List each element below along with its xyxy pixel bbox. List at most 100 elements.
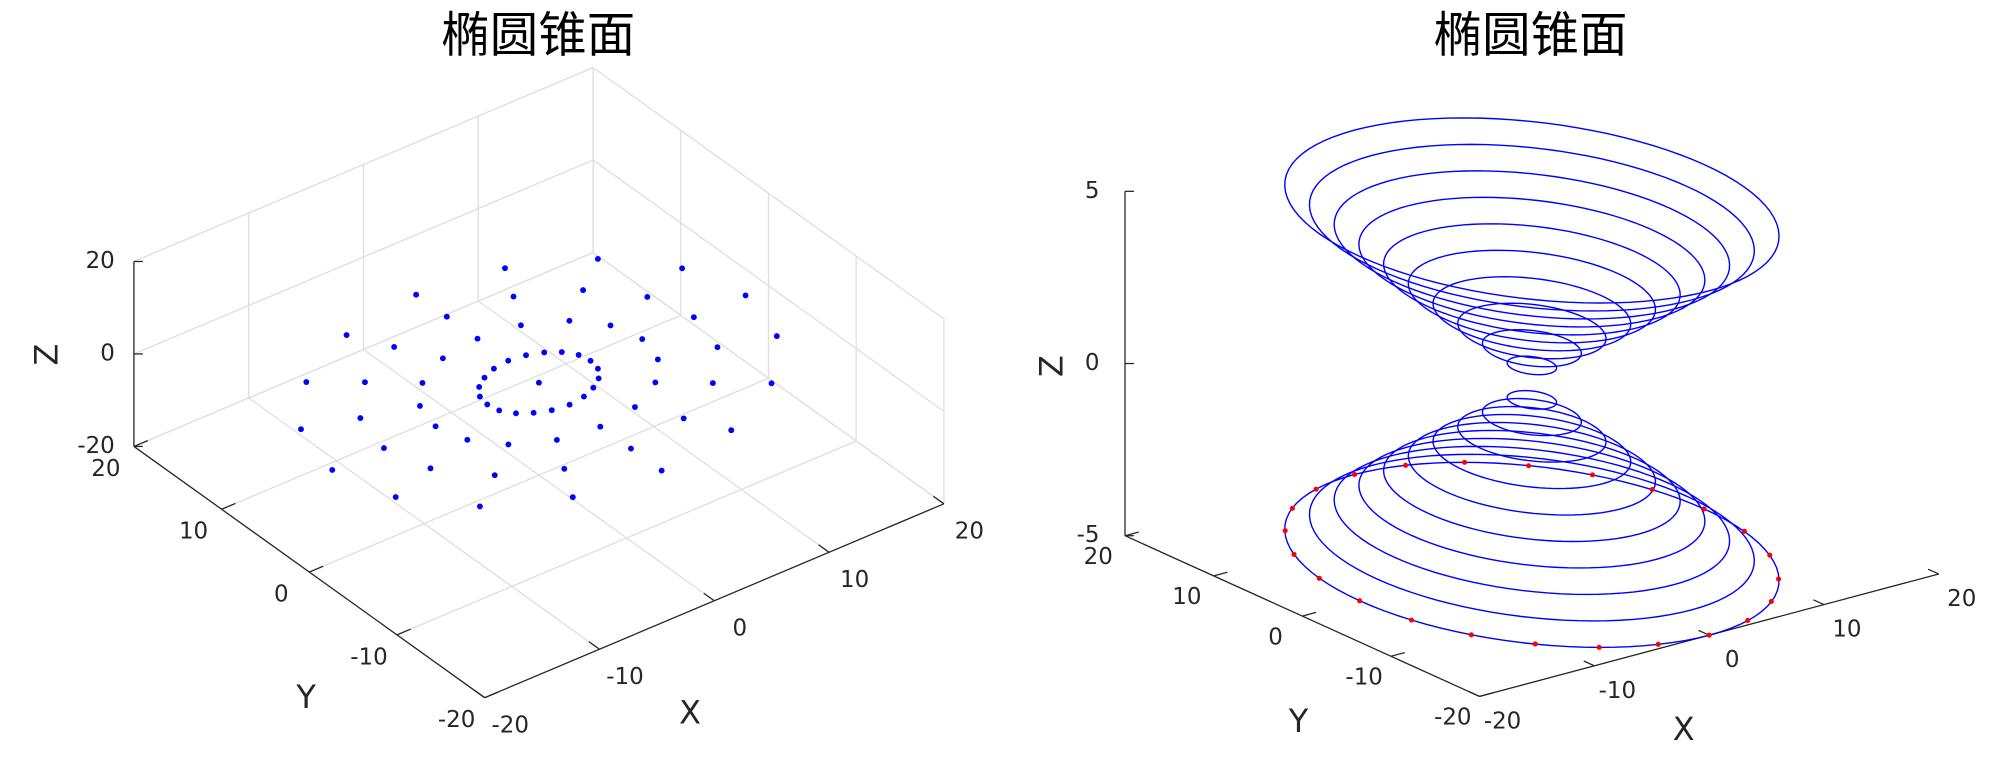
y-tick-label: 0 xyxy=(274,582,289,608)
marker-point xyxy=(1767,552,1773,558)
grid-line xyxy=(221,314,682,510)
data-point xyxy=(523,352,529,359)
y-tick-label: 20 xyxy=(1084,544,1113,570)
data-point xyxy=(768,380,775,387)
marker-point xyxy=(1589,472,1596,478)
cone-ring xyxy=(1358,196,1706,328)
data-point xyxy=(594,255,601,262)
data-point xyxy=(491,472,498,479)
cone-ring xyxy=(1432,276,1632,352)
figure-content: -20-1001020-20-1001020-20020椭圆锥面XYZ-20-1… xyxy=(27,7,1976,748)
marker-point xyxy=(1768,598,1774,604)
y-axis-line xyxy=(1124,535,1480,698)
data-point xyxy=(474,335,481,342)
data-point xyxy=(413,291,420,298)
data-point xyxy=(329,466,336,473)
y-tick-label: 0 xyxy=(1268,624,1283,650)
y-tick-label: -10 xyxy=(1345,664,1382,690)
data-point xyxy=(427,465,434,472)
x-tick-label: 0 xyxy=(732,615,747,641)
data-point xyxy=(510,293,517,300)
cone-ring xyxy=(1407,249,1657,344)
x-axis-label: X xyxy=(679,693,701,731)
chart-title: 椭圆锥面 xyxy=(1434,7,1628,63)
y-tick xyxy=(396,628,412,636)
data-point xyxy=(490,365,497,372)
cone-ring xyxy=(1407,421,1657,516)
x-tick-label: -20 xyxy=(491,712,528,738)
z-tick-label: 5 xyxy=(1085,178,1100,204)
y-tick-label: 10 xyxy=(1172,584,1201,610)
data-point xyxy=(481,374,488,381)
data-point xyxy=(530,409,537,416)
data-point xyxy=(357,415,364,422)
y-tick-label: -10 xyxy=(350,644,387,670)
grid-line xyxy=(592,159,945,412)
y-tick-label: 10 xyxy=(179,519,208,545)
y-tick xyxy=(1213,571,1228,577)
marker-point xyxy=(1776,576,1782,582)
data-point xyxy=(742,292,749,299)
data-point xyxy=(553,437,560,443)
data-point xyxy=(362,379,368,386)
x-tick-label: 0 xyxy=(1725,647,1740,673)
cone-ring xyxy=(1481,397,1583,437)
data-point xyxy=(476,393,483,400)
x-axis-label: X xyxy=(1673,710,1695,748)
data-point xyxy=(639,336,646,342)
marker-point xyxy=(1408,617,1415,623)
y-tick xyxy=(1302,611,1317,617)
z-tick-label: -20 xyxy=(77,433,114,459)
marker-point xyxy=(1649,487,1655,493)
data-point xyxy=(631,404,638,410)
data-point xyxy=(476,503,483,510)
data-point xyxy=(417,402,423,409)
data-point xyxy=(541,349,548,356)
marker-point xyxy=(1352,471,1358,478)
z-tick-label: 20 xyxy=(86,248,115,274)
cone-ring xyxy=(1333,445,1731,596)
marker-point xyxy=(1462,459,1468,465)
data-point xyxy=(566,317,573,324)
marker-point xyxy=(1357,598,1363,604)
marker-point xyxy=(1313,486,1319,492)
x-tick xyxy=(1927,568,1940,575)
grid-line xyxy=(396,440,857,636)
data-point xyxy=(464,436,471,443)
data-point xyxy=(419,379,426,386)
marker-point xyxy=(1655,641,1661,647)
z-axis-label: Z xyxy=(1033,355,1071,377)
data-point xyxy=(392,494,399,500)
data-point xyxy=(380,445,387,452)
data-point xyxy=(580,287,587,294)
x-tick xyxy=(703,592,715,602)
data-point xyxy=(548,407,555,414)
y-axis-label: Y xyxy=(1288,702,1309,740)
z-tick-label: 0 xyxy=(1085,350,1100,376)
x-tick xyxy=(1813,599,1825,606)
data-point xyxy=(484,401,491,408)
data-point xyxy=(654,356,661,363)
data-point xyxy=(505,441,512,448)
marker-point xyxy=(1468,632,1474,638)
z-tick-label: -5 xyxy=(1077,522,1100,548)
cone-ring xyxy=(1481,329,1583,368)
data-point xyxy=(518,322,524,329)
data-point xyxy=(505,357,512,364)
data-point xyxy=(679,265,686,272)
cone-ring xyxy=(1382,429,1681,543)
grid-line xyxy=(592,67,945,320)
chart-title: 椭圆锥面 xyxy=(441,7,635,63)
grid-line xyxy=(133,251,594,448)
x-tick-label: 20 xyxy=(955,518,984,544)
marker-point xyxy=(1289,505,1295,511)
data-point xyxy=(443,313,450,320)
data-point xyxy=(575,351,582,358)
data-point xyxy=(714,344,721,351)
cone-ring xyxy=(1308,143,1756,312)
marker-point xyxy=(1596,644,1602,650)
data-point xyxy=(343,332,350,338)
cone-ring xyxy=(1358,437,1706,569)
